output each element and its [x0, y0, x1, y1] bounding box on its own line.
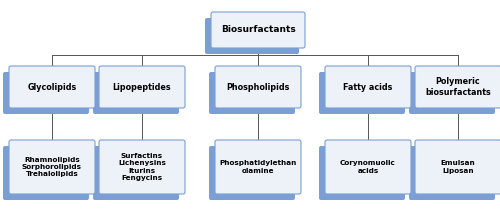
Text: Glycolipids: Glycolipids — [28, 83, 76, 92]
FancyBboxPatch shape — [93, 146, 179, 200]
FancyBboxPatch shape — [3, 72, 89, 114]
Text: Phosphatidylethan
olamine: Phosphatidylethan olamine — [220, 160, 296, 174]
Text: Lipopeptides: Lipopeptides — [112, 83, 172, 92]
Text: Phospholipids: Phospholipids — [226, 83, 290, 92]
FancyBboxPatch shape — [99, 140, 185, 194]
Text: Polymeric
biosurfactants: Polymeric biosurfactants — [425, 77, 491, 97]
FancyBboxPatch shape — [415, 140, 500, 194]
Text: Fatty acids: Fatty acids — [344, 83, 392, 92]
FancyBboxPatch shape — [409, 146, 495, 200]
FancyBboxPatch shape — [319, 146, 405, 200]
FancyBboxPatch shape — [99, 66, 185, 108]
FancyBboxPatch shape — [211, 12, 305, 48]
Text: Surfactins
Lichenysins
Iturins
Fengycins: Surfactins Lichenysins Iturins Fengycins — [118, 153, 166, 181]
FancyBboxPatch shape — [325, 140, 411, 194]
FancyBboxPatch shape — [93, 72, 179, 114]
FancyBboxPatch shape — [9, 66, 95, 108]
FancyBboxPatch shape — [409, 72, 495, 114]
FancyBboxPatch shape — [415, 66, 500, 108]
FancyBboxPatch shape — [215, 140, 301, 194]
FancyBboxPatch shape — [325, 66, 411, 108]
Text: Rhamnolipids
Sorphorolipids
Trehalolipids: Rhamnolipids Sorphorolipids Trehalolipid… — [22, 157, 82, 177]
FancyBboxPatch shape — [3, 146, 89, 200]
FancyBboxPatch shape — [205, 18, 299, 54]
Text: Emulsan
Liposan: Emulsan Liposan — [440, 160, 476, 174]
FancyBboxPatch shape — [319, 72, 405, 114]
Text: Corynomuolic
acids: Corynomuolic acids — [340, 160, 396, 174]
FancyBboxPatch shape — [215, 66, 301, 108]
FancyBboxPatch shape — [209, 72, 295, 114]
FancyBboxPatch shape — [209, 146, 295, 200]
FancyBboxPatch shape — [9, 140, 95, 194]
Text: Biosurfactants: Biosurfactants — [220, 26, 296, 34]
